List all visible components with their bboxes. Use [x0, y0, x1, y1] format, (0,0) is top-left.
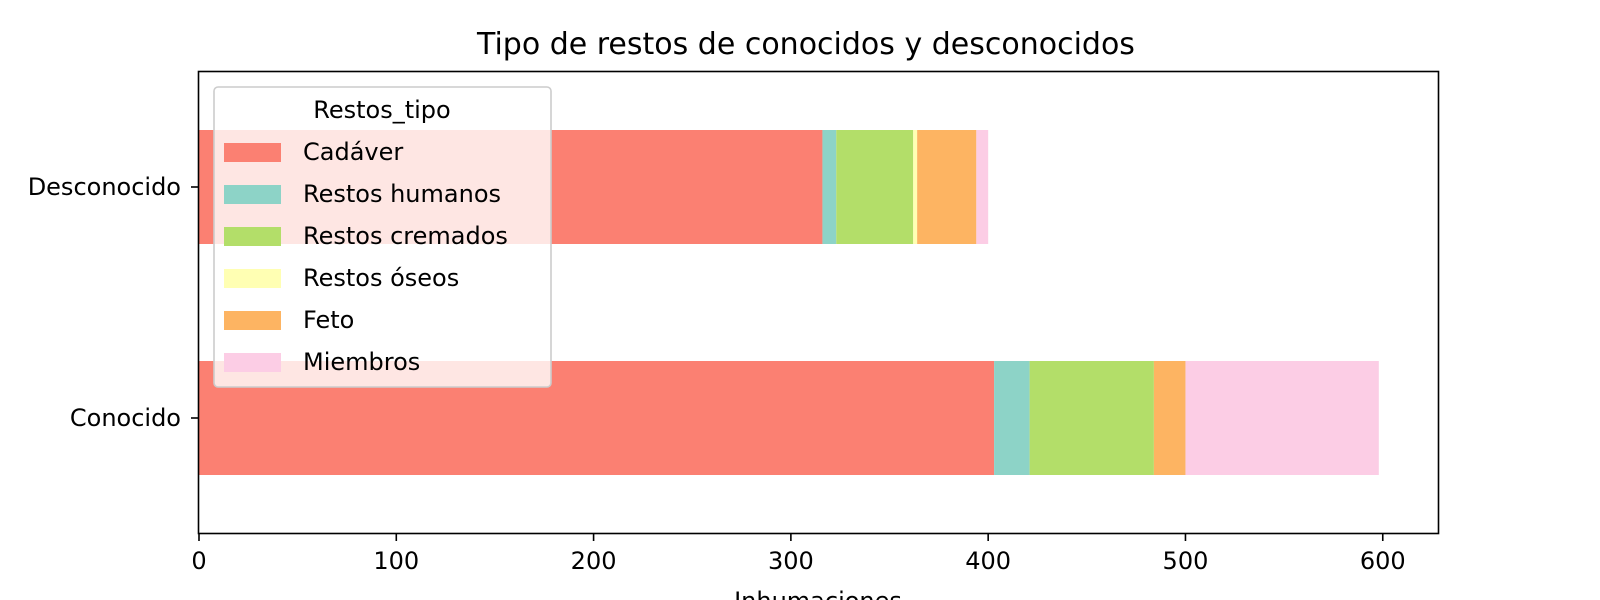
legend-label-restos-oseos: Restos óseos [303, 264, 459, 292]
y-axis: Desconocido Conocido [28, 173, 199, 432]
bars-group [199, 130, 1379, 475]
legend-swatch-restos-oseos [224, 269, 281, 288]
legend-swatch-miembros [224, 353, 281, 372]
legend-label-miembros: Miembros [303, 348, 420, 376]
chart-title: Tipo de restos de conocidos y desconocid… [476, 27, 1135, 62]
x-axis: 0 100 200 300 400 500 600 [191, 533, 1406, 575]
legend-title: Restos_tipo [313, 96, 450, 124]
bar-conocido-restos-humanos [994, 361, 1030, 475]
legend: Restos_tipo Cadáver Restos humanos Restos c… [213, 86, 552, 388]
x-axis-label: Inhumaciones [734, 587, 902, 600]
x-tick-label: 600 [1360, 547, 1406, 575]
legend-label-feto: Feto [303, 306, 354, 334]
legend-label-cadaver: Cadáver [303, 138, 403, 166]
legend-label-restos-humanos: Restos humanos [303, 180, 501, 208]
bar-desconocido-miembros [976, 130, 989, 244]
legend-label-restos-cremados: Restos cremados [303, 222, 508, 250]
legend-swatch-restos-humanos [224, 185, 281, 204]
bar-desconocido-restos-oseos [913, 130, 918, 244]
plot-frame [197, 70, 1440, 535]
x-tick-label: 100 [373, 547, 419, 575]
legend-swatch-feto [224, 311, 281, 330]
legend-box [213, 86, 552, 388]
x-tick-label: 200 [571, 547, 617, 575]
bar-conocido-restos-cremados [1029, 361, 1154, 475]
x-tick-label: 500 [1163, 547, 1209, 575]
y-tick-label-conocido: Conocido [70, 404, 181, 432]
x-tick-label: 0 [191, 547, 206, 575]
bar-desconocido-restos-humanos [822, 130, 837, 244]
bar-conocido-miembros [1185, 361, 1379, 475]
legend-swatch-cadaver [224, 143, 281, 162]
bar-desconocido-feto [917, 130, 977, 244]
x-tick-label: 300 [768, 547, 814, 575]
bar-desconocido-restos-cremados [836, 130, 914, 244]
y-tick-label-desconocido: Desconocido [28, 173, 181, 201]
legend-swatch-restos-cremados [224, 227, 281, 246]
bar-conocido-feto [1153, 361, 1186, 475]
x-tick-label: 400 [965, 547, 1011, 575]
